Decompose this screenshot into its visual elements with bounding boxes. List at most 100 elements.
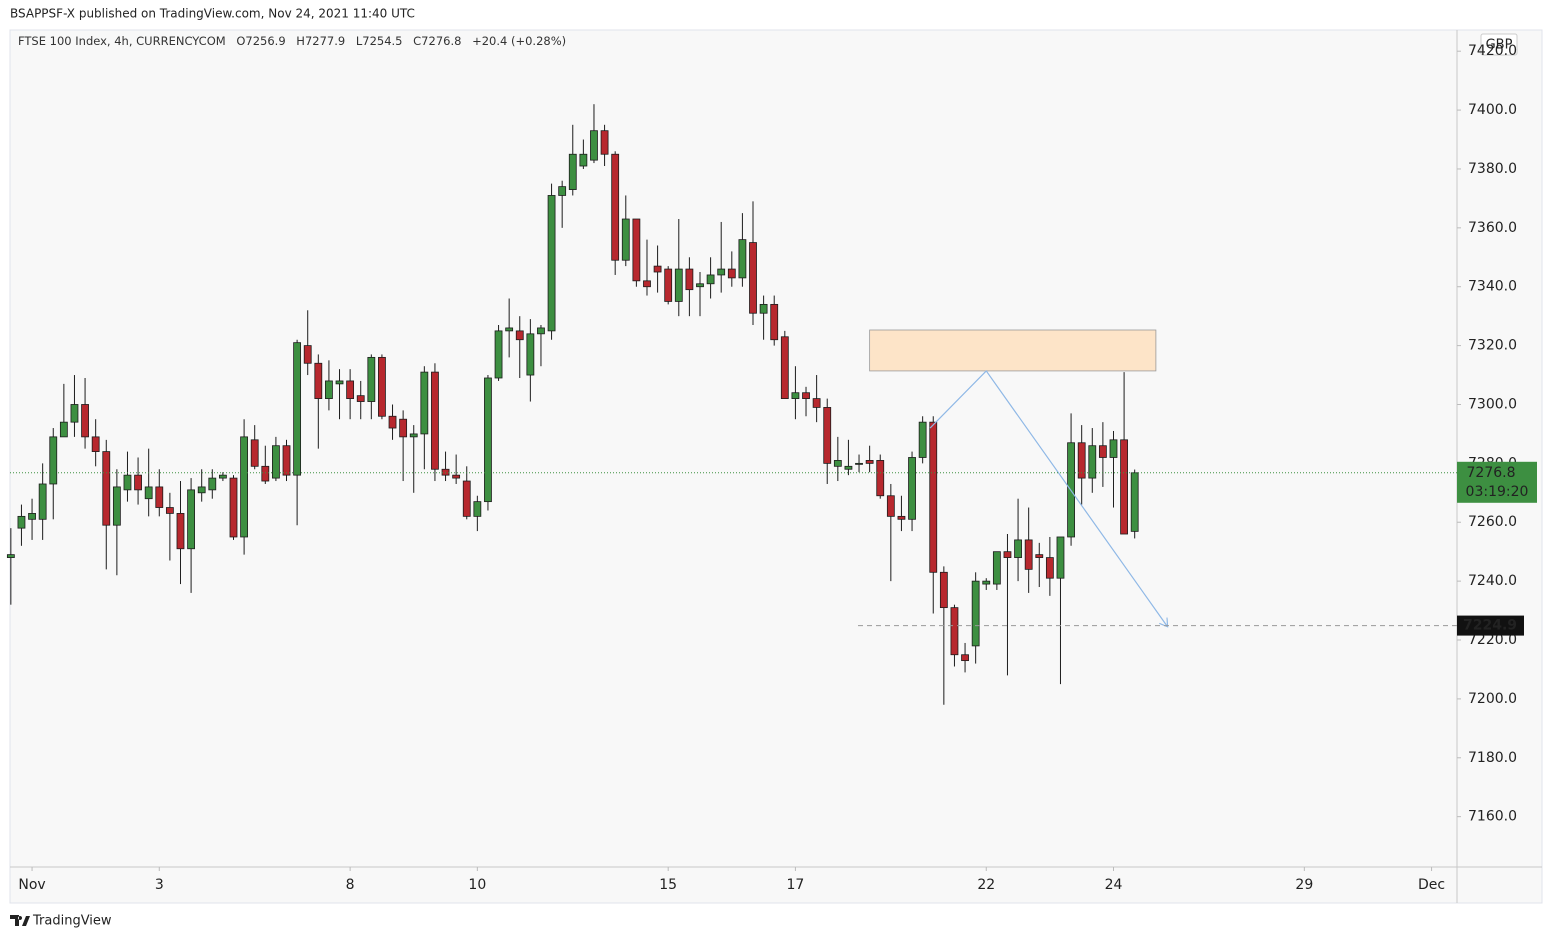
candle-body <box>293 342 302 476</box>
x-tick-label: 8 <box>346 877 355 893</box>
candle-body <box>261 465 270 482</box>
candle-body <box>1035 554 1044 558</box>
last-price-box <box>1457 461 1537 503</box>
footer-logo <box>10 915 30 926</box>
candle-body <box>526 333 535 376</box>
y-tick-label: 7240.0 <box>1468 573 1517 589</box>
candle-body <box>367 356 376 402</box>
candle-body <box>908 457 916 520</box>
candle-body <box>918 421 927 458</box>
candle-body <box>727 268 736 279</box>
candle-body <box>685 268 694 291</box>
candle-body <box>600 130 609 155</box>
candle-body <box>218 474 227 479</box>
candle-body <box>1014 539 1022 558</box>
candle-body <box>749 242 757 314</box>
candle-body <box>515 330 524 341</box>
candle-body <box>1120 439 1128 535</box>
candle-body <box>537 327 545 335</box>
x-tick-label: 10 <box>468 877 486 893</box>
y-tick-label: 7160.0 <box>1468 809 1517 825</box>
candle-body <box>346 380 355 399</box>
currency: GBP <box>1486 38 1513 53</box>
ohlc-open: O7256.9 <box>236 34 286 48</box>
candle-body <box>897 515 906 520</box>
candle-body <box>70 404 79 423</box>
candle-body <box>38 483 47 520</box>
projection-line <box>929 369 1167 627</box>
candle-body <box>134 474 142 491</box>
candle-body <box>855 462 863 465</box>
y-tick-label: 7260.0 <box>1468 514 1517 530</box>
candle-body <box>165 507 174 514</box>
candle-body <box>473 501 482 517</box>
level-box <box>1457 615 1524 636</box>
candle-body <box>717 268 726 276</box>
y-tick-label: 7340.0 <box>1468 279 1517 295</box>
y-tick-label: 7200.0 <box>1468 691 1517 707</box>
y-tick-label: 7320.0 <box>1468 338 1517 354</box>
candle-body <box>590 130 598 161</box>
candle-body <box>802 392 810 399</box>
countdown-label: 03:19:20 <box>1466 484 1529 500</box>
candle-body <box>558 186 567 196</box>
candle-body <box>272 445 280 479</box>
candle-body <box>240 436 248 538</box>
candle-body <box>706 274 715 285</box>
candle-body <box>91 436 100 452</box>
x-tick-label: Dec <box>1418 877 1445 893</box>
candle-body <box>388 415 397 429</box>
ohlc-change: +20.4 (+0.28%) <box>472 34 567 48</box>
candle-body <box>632 218 641 282</box>
candle-body <box>452 474 461 479</box>
candle-body <box>865 460 874 464</box>
candle-body <box>886 495 895 517</box>
last-price-label: 7276.8 <box>1467 465 1516 481</box>
candle-body <box>282 445 291 476</box>
candle-body <box>378 356 386 417</box>
candle-body <box>844 465 853 470</box>
candle-body <box>409 433 418 438</box>
candle-body <box>399 418 408 438</box>
candle-body <box>112 486 121 526</box>
candle-body <box>738 239 747 279</box>
x-tick-label: 22 <box>977 877 995 893</box>
candle-body <box>939 571 948 609</box>
candle-body <box>6 554 15 558</box>
y-tick-label: 7220.0 <box>1468 632 1517 648</box>
candle-body <box>155 486 164 508</box>
candle-body <box>971 580 980 647</box>
y-tick-label: 7400.0 <box>1468 102 1517 118</box>
candle-body <box>643 280 651 288</box>
candle-body <box>982 580 991 585</box>
x-tick-label: Nov <box>18 877 45 893</box>
x-tick-label: 15 <box>659 877 677 893</box>
chart-pane <box>9 29 1543 904</box>
y-tick-label: 7420.0 <box>1468 43 1517 59</box>
y-tick-label: 7300.0 <box>1468 396 1517 412</box>
publisher-line: BSAPPSF-X published on TradingView.com, … <box>10 7 415 21</box>
overlay <box>10 329 1457 627</box>
candle-body <box>303 345 312 364</box>
candle-body <box>431 371 439 470</box>
x-tick-label: 29 <box>1295 877 1313 893</box>
candle-body <box>1056 536 1065 579</box>
candle-body <box>102 451 111 526</box>
candle-body <box>1045 557 1054 579</box>
candle-body <box>208 477 217 491</box>
candle-body <box>696 283 704 288</box>
candle-body <box>780 336 789 399</box>
candle-body <box>1109 439 1118 458</box>
y-tick-label: 7360.0 <box>1468 220 1517 236</box>
candle-body <box>1130 472 1139 532</box>
candle-body <box>229 477 238 538</box>
candle-body <box>1077 442 1086 479</box>
candle-body <box>59 421 68 438</box>
candle-body <box>335 380 344 385</box>
x-tick-label: 24 <box>1105 877 1123 893</box>
candle-body <box>876 460 885 497</box>
candle-body <box>81 404 89 438</box>
candle-body <box>579 153 588 167</box>
